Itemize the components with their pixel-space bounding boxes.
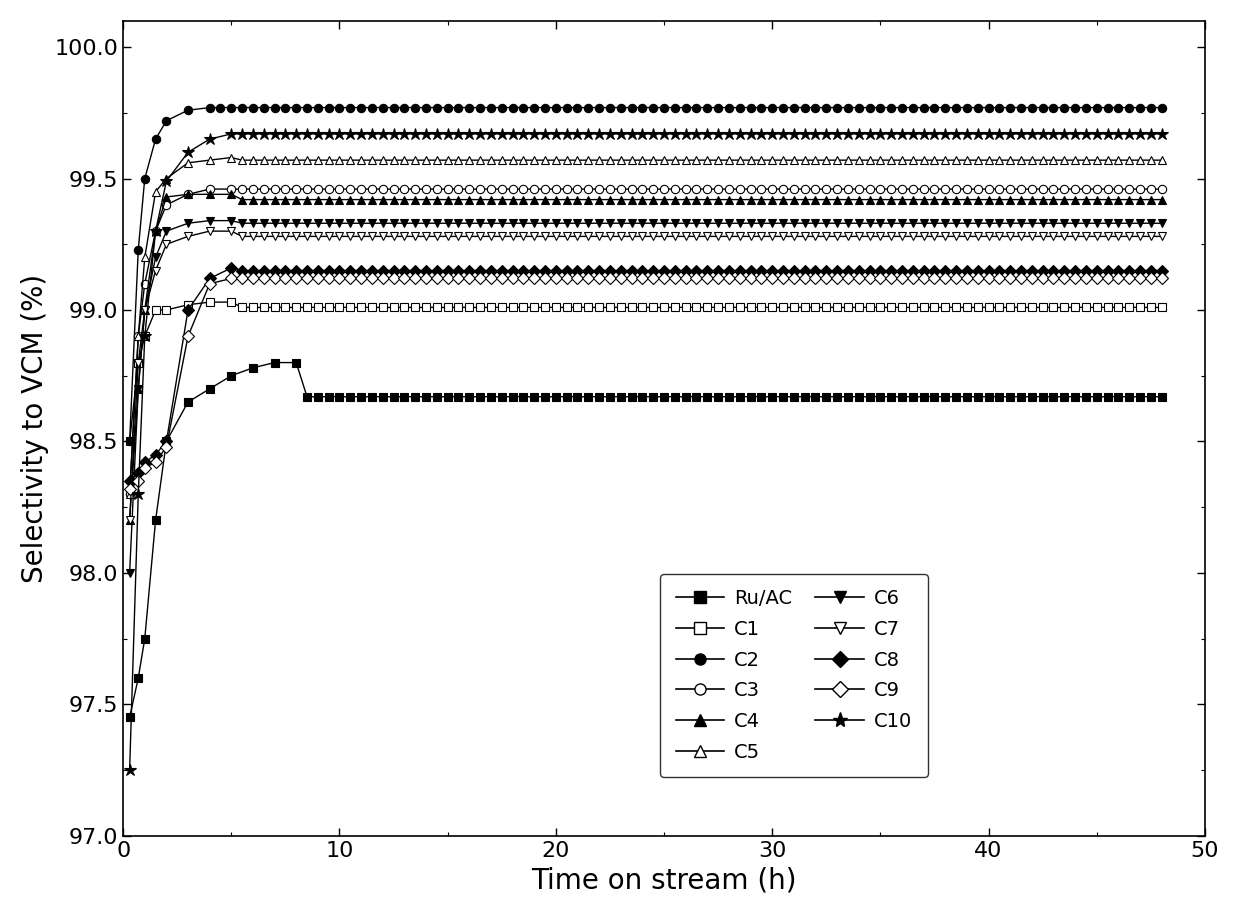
Legend: Ru/AC, C1, C2, C3, C4, C5, C6, C7, C8, C9, C10, : Ru/AC, C1, C2, C3, C4, C5, C6, C7, C8, C… xyxy=(660,574,928,777)
Y-axis label: Selectivity to VCM (%): Selectivity to VCM (%) xyxy=(21,274,48,583)
X-axis label: Time on stream (h): Time on stream (h) xyxy=(531,867,797,894)
